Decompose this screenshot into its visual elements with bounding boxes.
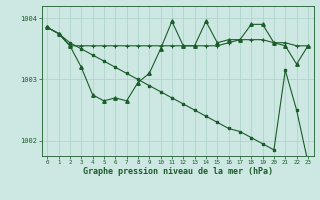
X-axis label: Graphe pression niveau de la mer (hPa): Graphe pression niveau de la mer (hPa) bbox=[83, 167, 273, 176]
